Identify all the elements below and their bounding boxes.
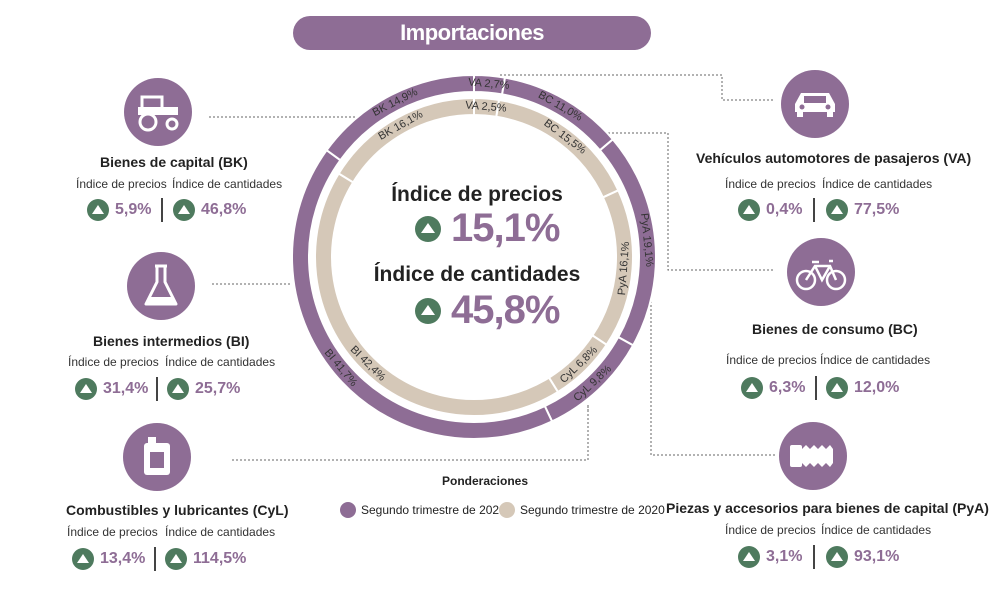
- legend-item-2021: Segundo trimestre de 2021: [340, 502, 506, 518]
- value-text: 46,8%: [201, 201, 247, 218]
- category-title-bk: Bienes de capital (BK): [100, 154, 248, 170]
- center-qty-label: Índice de cantidades: [373, 263, 581, 286]
- increase-icon: [738, 546, 760, 568]
- center-qty-value-row: 45,8%: [415, 288, 560, 333]
- bc-price-value: 6,3%: [741, 377, 805, 399]
- center-price-value-row: 15,1%: [415, 206, 560, 251]
- va-price-value: 0,4%: [738, 199, 802, 221]
- bi-qty-value: 25,7%: [167, 378, 240, 400]
- tractor-icon: [124, 78, 192, 146]
- slice-label-2020-2: PyA 16,1%: [616, 241, 632, 296]
- value-text: 93,1%: [854, 548, 900, 565]
- center-price-value: 15,1%: [451, 206, 560, 250]
- qty-index-label: Índice de cantidades: [822, 177, 933, 191]
- legend-swatch-2021: [340, 502, 356, 518]
- legend-label-2020: Segundo trimestre de 2020: [520, 503, 665, 517]
- value-text: 0,4%: [766, 201, 803, 218]
- divider: [813, 198, 815, 222]
- value-text: 114,5%: [193, 550, 247, 567]
- connector-2: [232, 405, 589, 461]
- value-text: 6,3%: [769, 379, 806, 396]
- value-text: 3,1%: [766, 548, 803, 565]
- category-title-bc: Bienes de consumo (BC): [752, 321, 918, 337]
- flask-icon: [127, 252, 195, 320]
- category-title-cyl: Combustibles y lubricantes (CyL): [66, 502, 289, 518]
- divider: [154, 547, 156, 571]
- qty-index-label: Índice de cantidades: [172, 177, 283, 191]
- category-icons: [123, 70, 855, 491]
- increase-icon: [415, 215, 441, 242]
- cyl-qty-value: 114,5%: [165, 548, 246, 570]
- increase-icon: [826, 199, 848, 221]
- bi-price-value: 31,4%: [75, 378, 148, 400]
- value-text: 25,7%: [195, 380, 241, 397]
- category-title-pya: Piezas y accesorios para bienes de capit…: [666, 500, 989, 516]
- price-index-label: Índice de precios: [726, 353, 817, 367]
- price-index-label: Índice de precios: [76, 177, 167, 191]
- pya-qty-value: 93,1%: [826, 546, 899, 568]
- increase-icon: [738, 199, 760, 221]
- divider: [813, 545, 815, 569]
- slice-label-2020-0: VA 2,5%: [465, 99, 507, 114]
- increase-icon: [741, 377, 763, 399]
- page-title: Importaciones: [293, 16, 651, 50]
- increase-icon: [165, 548, 187, 570]
- increase-icon: [415, 297, 441, 324]
- bk-qty-value: 46,8%: [173, 199, 246, 221]
- divider: [161, 198, 163, 222]
- slice-2021-5: [325, 73, 475, 162]
- increase-icon: [167, 378, 189, 400]
- qty-index-label: Índice de cantidades: [820, 353, 931, 367]
- legend-label-2021: Segundo trimestre de 2021: [361, 503, 506, 517]
- bk-price-value: 5,9%: [87, 199, 151, 221]
- value-text: 13,4%: [100, 550, 146, 567]
- connector-5: [608, 132, 775, 271]
- price-index-label: Índice de precios: [68, 355, 159, 369]
- va-qty-value: 77,5%: [826, 199, 899, 221]
- category-title-va: Vehículos automotores de pasajeros (VA): [696, 150, 972, 166]
- pya-price-value: 3,1%: [738, 546, 802, 568]
- value-text: 5,9%: [115, 201, 152, 218]
- qty-index-label: Índice de cantidades: [165, 525, 276, 539]
- qty-index-label: Índice de cantidades: [165, 355, 276, 369]
- increase-icon: [87, 199, 109, 221]
- bicycle-icon: [787, 238, 855, 306]
- donut-rings: [291, 73, 657, 440]
- car-icon: [781, 70, 849, 138]
- category-title-bi: Bienes intermedios (BI): [93, 333, 250, 349]
- slice-label-2021-2: PyA 19,1%: [638, 213, 655, 268]
- increase-icon: [826, 546, 848, 568]
- value-text: 12,0%: [854, 379, 900, 396]
- value-text: 31,4%: [103, 380, 149, 397]
- legend-swatch-2020: [499, 502, 515, 518]
- divider: [156, 377, 158, 401]
- increase-icon: [173, 199, 195, 221]
- connector-4: [500, 74, 775, 101]
- legend-item-2020: Segundo trimestre de 2020: [499, 502, 665, 518]
- price-index-label: Índice de precios: [725, 523, 816, 537]
- bolt-icon: [779, 422, 847, 490]
- bc-qty-value: 12,0%: [826, 377, 899, 399]
- cyl-price-value: 13,4%: [72, 548, 145, 570]
- legend-title: Ponderaciones: [442, 474, 529, 488]
- fuel-can-icon: [123, 423, 191, 491]
- qty-index-label: Índice de cantidades: [821, 523, 932, 537]
- center-qty-value: 45,8%: [451, 288, 560, 332]
- increase-icon: [75, 378, 97, 400]
- value-text: 77,5%: [854, 201, 900, 218]
- increase-icon: [72, 548, 94, 570]
- slice-label-2021-0: VA 2,7%: [468, 76, 510, 92]
- slice-2020-5: [337, 96, 475, 184]
- divider: [815, 376, 817, 400]
- price-index-label: Índice de precios: [67, 525, 158, 539]
- price-index-label: Índice de precios: [725, 177, 816, 191]
- increase-icon: [826, 377, 848, 399]
- center-price-label: Índice de precios: [391, 183, 563, 206]
